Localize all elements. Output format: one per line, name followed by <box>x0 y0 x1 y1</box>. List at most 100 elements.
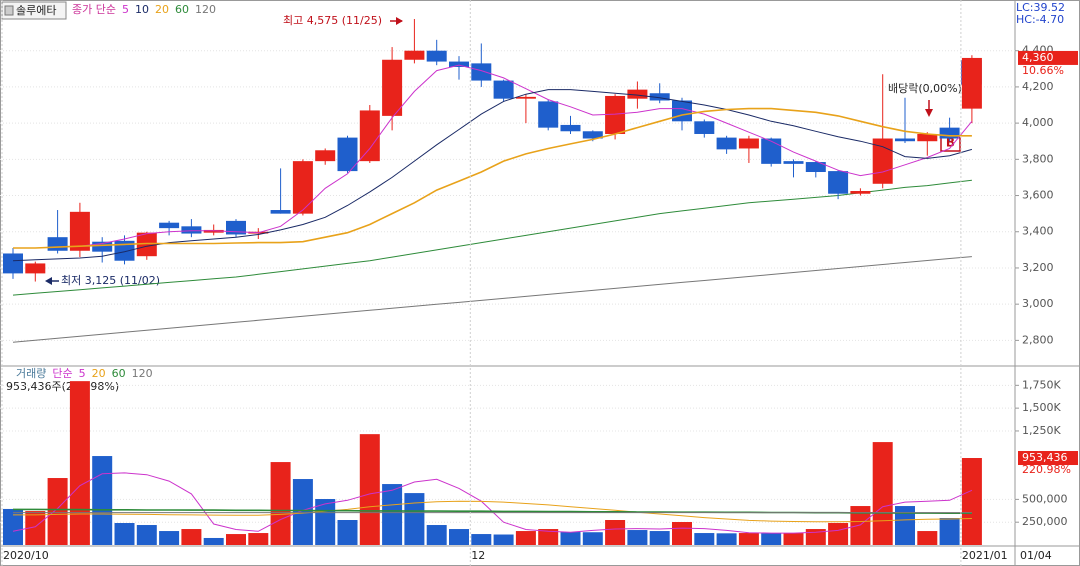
volume-bar <box>805 529 826 545</box>
volume-bar <box>694 533 715 545</box>
volume-bar <box>895 506 915 545</box>
volume-bar <box>47 478 68 545</box>
volume-bar <box>114 523 135 545</box>
volume-bar <box>560 532 581 545</box>
indicator-lc: LC:39.52 <box>1016 1 1065 14</box>
volume-bar <box>203 537 224 545</box>
volume-bar <box>627 530 648 545</box>
volume-bar <box>337 520 358 545</box>
low-annotation: 최저 3,125 (11/02) <box>45 274 160 287</box>
annotation: 최고 4,575 (11/25) <box>283 14 382 27</box>
volume-bar <box>738 533 759 545</box>
current-date: 01/04 <box>1020 549 1052 562</box>
volume-bar <box>828 523 849 545</box>
volume-summary: 953,436주(220.98%) <box>6 380 119 393</box>
candle-body <box>716 137 737 150</box>
candle-body <box>538 101 559 128</box>
price-tag <box>1018 50 1078 65</box>
candle-body <box>560 124 581 132</box>
candle-body <box>850 191 871 194</box>
candle-body <box>961 57 982 109</box>
candle-body <box>426 50 447 62</box>
legend-entry: 120 <box>195 3 216 16</box>
volume-bar <box>382 484 403 545</box>
candle-body <box>805 162 826 173</box>
price-tag-label: 4,360 <box>1022 51 1054 64</box>
candle-body <box>672 100 692 122</box>
y-tick-label: 3,400 <box>1022 225 1054 238</box>
symbol-selector[interactable]: 솔루에타 <box>1 1 67 20</box>
moving-average-line <box>79 64 973 247</box>
candle-body <box>136 232 157 257</box>
candle-body <box>114 240 135 261</box>
legend-entry: 20 <box>92 367 106 380</box>
y-tick-label: 3,200 <box>1022 261 1054 274</box>
candle-body <box>627 89 648 99</box>
y-tick-label: 1,750K <box>1022 378 1061 391</box>
y-tick-label: 250,000 <box>1022 515 1068 528</box>
candle-body <box>605 95 626 134</box>
x-tick-label: 2021/01 <box>962 549 1008 562</box>
x-tick-label: 2020/10 <box>3 549 49 562</box>
volume-bar <box>3 508 23 545</box>
legend-entry: 60 <box>175 3 189 16</box>
volume-bar <box>136 525 157 545</box>
candle-body <box>761 138 782 164</box>
volume-bar <box>917 531 938 545</box>
candle-body <box>738 138 759 149</box>
volume-tag <box>1018 451 1078 466</box>
candle-body <box>3 253 23 274</box>
y-tick-label: 1,500K <box>1022 401 1061 414</box>
volume-bar <box>850 506 871 545</box>
annotation-arrow-head <box>396 17 403 25</box>
moving-average-line <box>12 179 972 296</box>
candle-body <box>493 80 514 99</box>
x-tick-label: 12 <box>471 549 485 562</box>
volume-bar <box>226 534 246 545</box>
volume-bar <box>872 442 893 545</box>
candle-body <box>270 210 291 214</box>
volume-bar <box>538 529 559 545</box>
y-tick-label: 4,200 <box>1022 80 1054 93</box>
y-tick-label: 3,800 <box>1022 152 1054 165</box>
y-tick-label: 3,000 <box>1022 297 1054 310</box>
symbol-name[interactable]: 솔루에타 <box>16 4 56 17</box>
indicator-hc: HC:-4.70 <box>1016 13 1064 26</box>
candle-body <box>69 211 90 251</box>
legend-entry: 10 <box>135 3 149 16</box>
volume-bar <box>25 511 46 545</box>
candle-body <box>895 138 915 142</box>
legend-entry: 60 <box>112 367 126 380</box>
moving-average-line <box>12 256 972 343</box>
annotation-arrow-head <box>45 277 52 285</box>
selector-box[interactable] <box>1 1 67 20</box>
volume-bar <box>181 529 202 545</box>
volume-tag-label: 953,436 <box>1022 451 1068 464</box>
candle-body <box>181 226 202 234</box>
candle-body <box>337 137 358 172</box>
y-tick-label: 500,000 <box>1022 492 1068 505</box>
volume-bar <box>515 531 536 545</box>
annotation: 배당락(0,00%) <box>888 82 962 95</box>
legend: 종가 단순 5 10 20 60 120 <box>72 3 216 16</box>
volume-bar <box>248 533 269 545</box>
volume-bar <box>672 522 692 545</box>
legend-entry: 120 <box>132 367 153 380</box>
legend-method: 종가 단순 <box>72 3 116 16</box>
candle-body <box>404 50 425 60</box>
legend-method: 단순 <box>52 367 72 380</box>
volume-bar <box>649 531 670 545</box>
legend-entry: 5 <box>79 367 86 380</box>
y-tick-label: 1,250K <box>1022 424 1061 437</box>
candle-body <box>25 263 46 274</box>
candle-body <box>47 237 68 251</box>
volume-bar <box>605 520 626 545</box>
volume-bar <box>939 517 960 545</box>
selector-icon[interactable] <box>4 5 14 16</box>
candle-body <box>828 171 849 194</box>
volume-bar <box>359 434 380 545</box>
ratio-label: 220.98% <box>1022 463 1071 476</box>
volume-bar <box>270 462 291 545</box>
